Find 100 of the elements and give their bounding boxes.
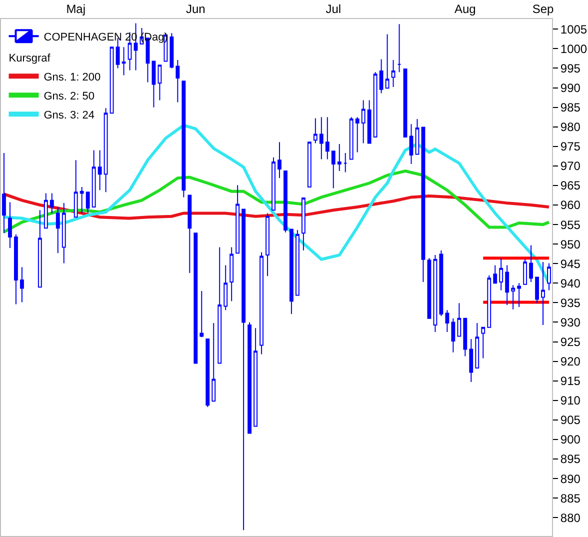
candlestick [200, 290, 204, 338]
candlestick [301, 197, 306, 251]
candlestick [451, 318, 456, 353]
y-tick-label: 910 [560, 394, 581, 408]
x-tick-label: Jun [186, 2, 206, 16]
candlestick [74, 160, 78, 218]
candlestick [319, 116, 324, 160]
candlestick [110, 46, 114, 114]
candlestick [98, 150, 102, 191]
candlestick [499, 258, 504, 291]
candlestick [284, 170, 288, 233]
candlestick [367, 100, 372, 144]
candlestick [493, 264, 498, 284]
candlestick [379, 58, 384, 94]
candlestick [409, 124, 414, 164]
candlestick [373, 72, 378, 138]
legend-label: Gns. 3: 24 [44, 109, 95, 122]
y-tick-label: 880 [560, 510, 581, 525]
candlestick [152, 60, 156, 108]
candlestick [206, 338, 210, 408]
candlestick [475, 322, 480, 368]
candlestick [104, 108, 108, 193]
candlestick [343, 152, 348, 173]
candlestick [20, 266, 24, 303]
candlestick [457, 302, 462, 337]
candlestick [236, 184, 240, 254]
candlestick [14, 234, 18, 305]
candlestick [56, 206, 60, 254]
candlestick [248, 322, 252, 434]
y-tick-label: 1000 [560, 42, 588, 56]
candlestick [278, 142, 282, 179]
candlestick [290, 228, 294, 315]
candlestick [385, 34, 390, 89]
y-tick-label: 895 [560, 452, 581, 466]
candlestick [517, 282, 522, 308]
y-tick-label: 905 [560, 413, 581, 428]
legend-label: Gns. 1: 200 [44, 71, 101, 84]
candlestick [463, 318, 468, 357]
candlestick [212, 322, 216, 402]
candlestick [535, 276, 539, 304]
candlestick [242, 208, 246, 531]
candlestick [50, 192, 54, 214]
candlestick [397, 24, 402, 73]
candlestick [218, 246, 222, 364]
y-tick-label: 950 [560, 237, 581, 252]
y-tick-label: 920 [560, 354, 581, 369]
candlestick [86, 192, 90, 214]
y-tick-label: 985 [560, 100, 581, 115]
candlestick [170, 32, 174, 69]
y-tick-label: 975 [560, 140, 581, 154]
candlestick [427, 258, 432, 319]
candlestick [122, 46, 126, 76]
candlestick [8, 202, 12, 248]
candlestick [445, 310, 450, 333]
candlestick [325, 116, 330, 160]
candlestick [355, 116, 360, 153]
x-tick-label: Jul [326, 2, 342, 16]
candlestick [176, 60, 180, 103]
y-tick-label: 990 [560, 80, 581, 95]
candlestick [529, 244, 534, 282]
y-tick-label: 1005 [560, 22, 588, 36]
candlestick [158, 64, 162, 101]
candlestick [421, 126, 426, 282]
candlestick [44, 192, 48, 229]
candlestick [547, 262, 551, 291]
y-tick-label: 955 [560, 218, 581, 232]
y-tick-label: 960 [560, 198, 581, 212]
candlestick [541, 262, 545, 326]
legend-title: Kursgraf [8, 52, 52, 64]
y-tick-label: 900 [560, 432, 581, 447]
y-tick-label: 965 [560, 178, 581, 193]
candlestick [254, 328, 258, 427]
y-tick-label: 925 [560, 334, 581, 349]
y-tick-label: 885 [560, 491, 581, 506]
candlestick [439, 250, 444, 316]
candlestick [38, 210, 42, 288]
candlestick [433, 254, 438, 333]
y-tick-label: 915 [560, 374, 581, 388]
candlestick [188, 194, 192, 274]
legend-label: Gns. 2: 50 [44, 90, 95, 102]
candlestick [391, 60, 396, 88]
candlestick [511, 284, 516, 310]
candlestick [313, 118, 318, 144]
candlestick [266, 212, 270, 277]
y-tick-label: 980 [560, 120, 581, 134]
candlestick [361, 100, 366, 144]
candlestick [224, 264, 228, 311]
y-tick-label: 935 [560, 296, 581, 310]
candlestick [349, 116, 354, 160]
candlestick [272, 156, 276, 211]
y-tick-label: 970 [560, 159, 581, 174]
candlestick [415, 118, 420, 155]
y-tick-label: 945 [560, 256, 581, 271]
candlestick [182, 80, 186, 198]
x-tick-label: Aug [454, 2, 476, 16]
candlestick [481, 326, 486, 359]
x-tick-label: Maj [66, 2, 86, 16]
candlestick [307, 142, 312, 188]
y-tick-label: 940 [560, 276, 581, 290]
candlestick [295, 230, 300, 296]
